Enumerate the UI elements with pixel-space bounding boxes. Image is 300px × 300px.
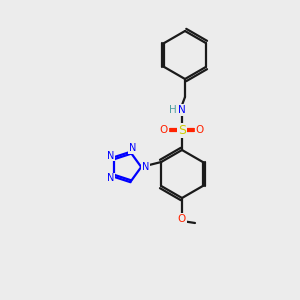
Text: O: O [178, 214, 186, 224]
Text: H: H [169, 105, 177, 115]
Text: S: S [178, 124, 186, 136]
Text: N: N [107, 151, 114, 160]
Text: O: O [196, 125, 204, 135]
Text: N: N [129, 143, 136, 154]
Text: N: N [142, 162, 149, 172]
Text: O: O [160, 125, 168, 135]
Text: N: N [178, 105, 186, 115]
Text: N: N [107, 173, 114, 184]
